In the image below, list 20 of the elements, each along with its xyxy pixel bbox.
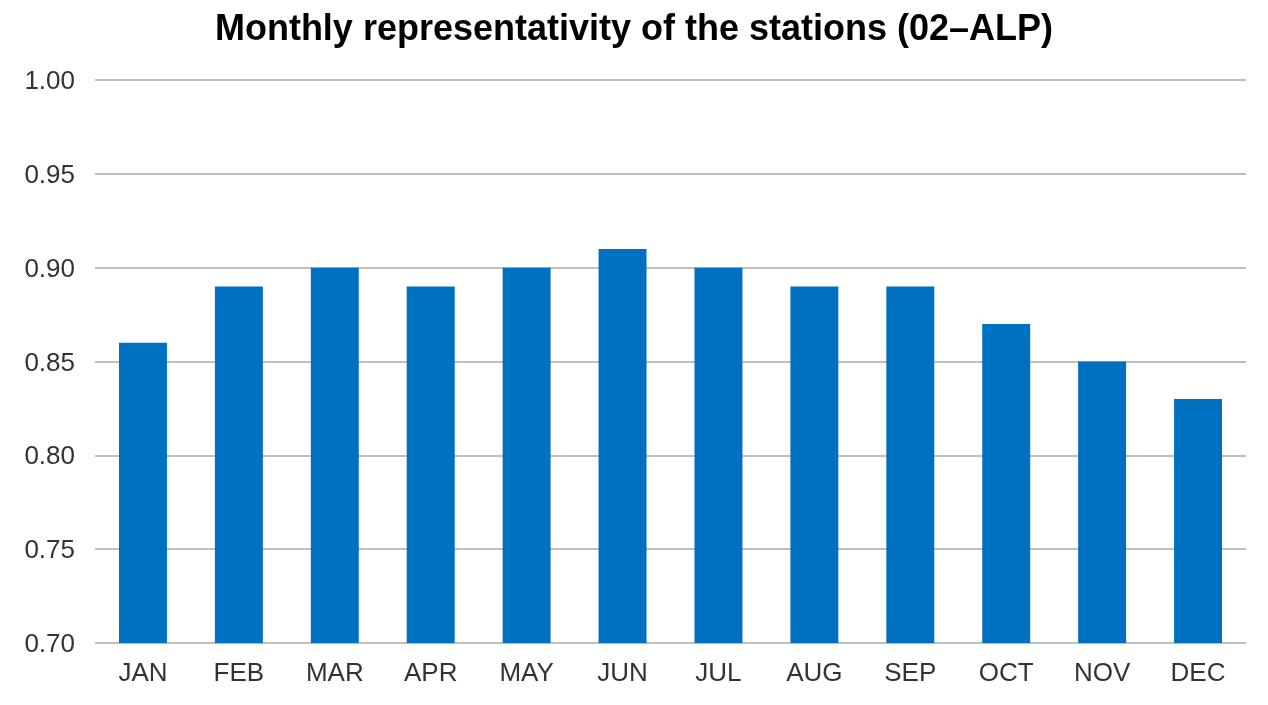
y-tick-label: 0.95 <box>24 158 75 189</box>
y-tick-label: 0.90 <box>24 252 75 283</box>
y-tick-label: 0.70 <box>24 628 75 658</box>
x-tick-label: JUL <box>695 657 742 687</box>
chart-title: Monthly representativity of the stations (02–ALP) <box>214 6 1054 48</box>
x-tick-label: OCT <box>978 657 1034 687</box>
x-tick-label: APR <box>403 657 458 687</box>
x-tick-label: MAY <box>499 657 554 687</box>
x-tick-label: JAN <box>118 657 168 687</box>
y-tick-label: 1.00 <box>24 65 75 95</box>
x-tick-label: NOV <box>1073 657 1131 687</box>
x-tick-label: MAR <box>305 657 364 687</box>
x-tick-label: DEC <box>1170 657 1226 687</box>
x-tick-label: JUN <box>597 657 648 687</box>
x-tick-label: AUG <box>786 657 843 687</box>
y-tick-label: 0.85 <box>24 346 75 377</box>
x-tick-label: SEP <box>884 657 937 687</box>
x-tick-label: FEB <box>213 657 265 687</box>
y-tick-label: 0.75 <box>24 534 75 565</box>
y-tick-label: 0.80 <box>24 440 75 471</box>
